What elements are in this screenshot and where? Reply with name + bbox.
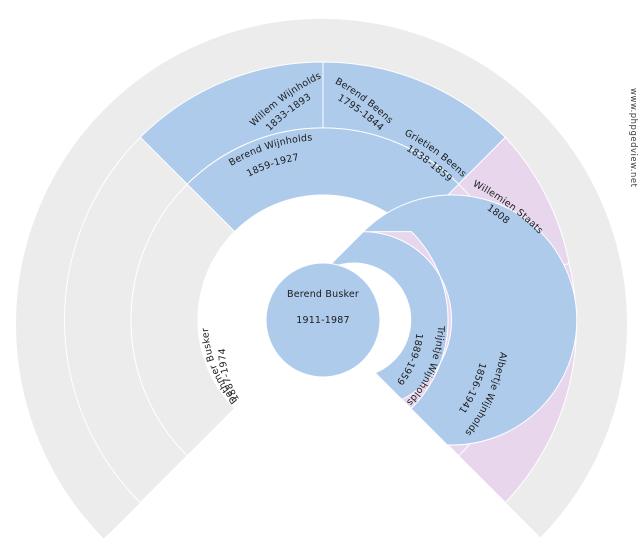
- segment-empty-gen2-lower-left: [130, 183, 236, 457]
- segment-trijntje-wijnholds[interactable]: [363, 231, 453, 409]
- center-person-dates: 1911-1987: [296, 315, 350, 326]
- segment-berend-wijnholds[interactable]: [186, 127, 460, 233]
- cutout-wedge-shape: [93, 320, 553, 550]
- center-person-name: Berend Busker: [287, 289, 359, 300]
- center-disc-circle[interactable]: [265, 262, 381, 378]
- center-person-disc[interactable]: Berend Busker 1911-1987: [265, 262, 381, 378]
- bottom-cutout-wedge: [93, 320, 553, 550]
- watermark-text: www.phpgedview.net: [628, 88, 638, 188]
- generation-1-ring: [322, 194, 578, 446]
